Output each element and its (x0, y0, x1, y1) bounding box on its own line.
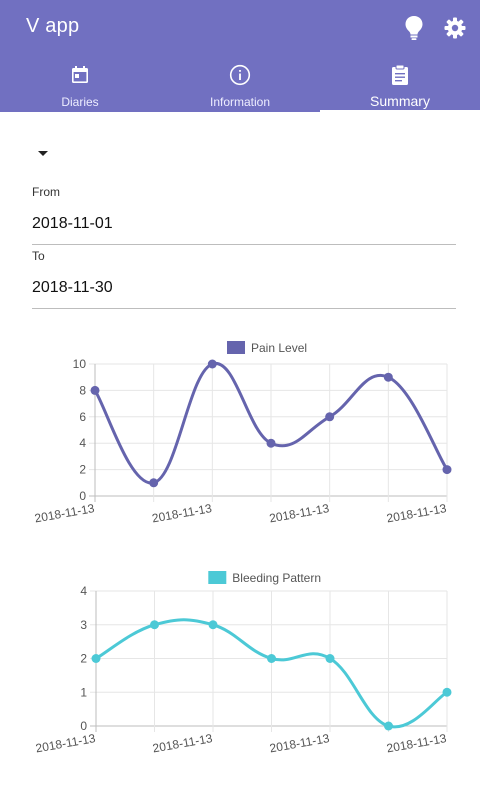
tab-summary-label: Summary (370, 93, 430, 109)
clipboard-icon (391, 63, 409, 87)
data-point[interactable] (91, 654, 101, 663)
data-point[interactable] (384, 721, 393, 731)
data-point[interactable] (442, 465, 452, 475)
data-point[interactable] (325, 412, 335, 422)
data-point[interactable] (150, 620, 159, 630)
calendar-icon (70, 63, 90, 87)
to-date-input[interactable] (32, 277, 456, 299)
tab-diaries[interactable]: Diaries (0, 60, 160, 112)
data-point[interactable] (208, 620, 218, 630)
gear-icon[interactable] (441, 14, 469, 42)
data-point[interactable] (325, 654, 335, 663)
tab-summary[interactable]: Summary (320, 60, 480, 112)
y-tick-label: 2 (80, 652, 87, 666)
data-point[interactable] (207, 359, 217, 369)
x-tick-label: 2018-11-13 (151, 501, 213, 525)
to-date-field: To (32, 249, 456, 309)
tab-bar: Diaries Information (0, 60, 480, 112)
tab-information[interactable]: Information (160, 60, 320, 112)
app-title: V app (26, 15, 80, 37)
x-tick-label: 2018-11-13 (34, 501, 96, 525)
data-point[interactable] (383, 372, 393, 382)
pain-level-chart: Pain Level 0 2 4 6 8 10 2018-11-13 2018-11-13 201… (0, 330, 480, 540)
x-tick-label: 2018-11-13 (35, 731, 97, 755)
pain-level-chart-svg: Pain Level 0 2 4 6 8 10 2018-11-13 2018-11-13 201… (34, 341, 452, 525)
info-icon (229, 63, 251, 87)
from-date-input[interactable] (32, 213, 456, 235)
app-bar: V app (0, 0, 480, 112)
y-tick-label: 4 (80, 584, 87, 598)
legend-item[interactable]: Pain Level (227, 341, 307, 355)
from-underline (32, 244, 456, 245)
y-tick-label: 0 (79, 489, 86, 503)
data-point[interactable] (267, 654, 276, 663)
legend-label: Bleeding Pattern (232, 571, 321, 585)
legend-item[interactable]: Bleeding Pattern (208, 571, 321, 585)
legend-swatch (208, 571, 227, 584)
legend-label: Pain Level (251, 341, 307, 355)
from-label: From (32, 185, 60, 199)
data-point[interactable] (266, 438, 276, 448)
caret-down-icon (38, 151, 48, 156)
x-tick-label: 2018-11-13 (386, 501, 448, 525)
y-tick-label: 8 (79, 383, 86, 397)
bleeding-pattern-chart-svg: Bleeding Pattern 0 1 2 3 4 2018-11-13 2018-11-1… (35, 571, 452, 755)
to-label: To (32, 249, 45, 263)
y-tick-label: 4 (79, 436, 86, 450)
x-tick-label: 2018-11-13 (268, 501, 330, 525)
x-tick-label: 2018-11-13 (269, 731, 331, 755)
to-underline (32, 308, 456, 309)
period-dropdown[interactable] (32, 140, 92, 168)
y-tick-label: 6 (79, 410, 86, 424)
y-tick-label: 3 (80, 618, 87, 632)
from-date-field: From (32, 185, 456, 245)
data-point[interactable] (149, 478, 159, 488)
tab-diaries-label: Diaries (61, 95, 99, 109)
data-point[interactable] (90, 385, 100, 395)
data-point[interactable] (442, 687, 452, 697)
x-tick-label: 2018-11-13 (152, 731, 214, 755)
y-tick-label: 0 (80, 719, 87, 733)
y-tick-label: 2 (79, 463, 86, 477)
y-tick-label: 1 (80, 685, 87, 699)
tab-information-label: Information (209, 95, 271, 109)
bleeding-pattern-chart: Bleeding Pattern 0 1 2 3 4 2018-11-13 2018-11-1… (0, 560, 480, 760)
x-tick-label: 2018-11-13 (386, 731, 448, 755)
y-tick-label: 10 (73, 357, 87, 371)
legend-swatch (227, 341, 245, 354)
lightbulb-icon[interactable] (400, 14, 428, 42)
